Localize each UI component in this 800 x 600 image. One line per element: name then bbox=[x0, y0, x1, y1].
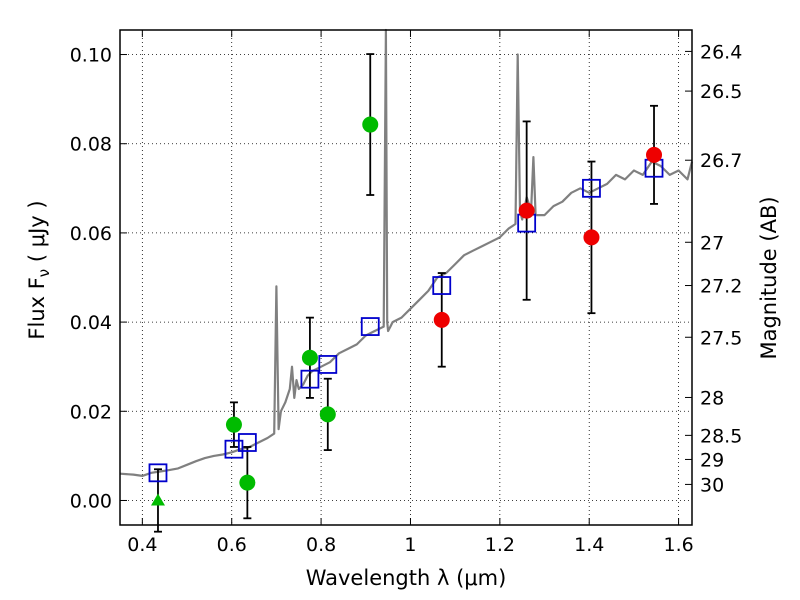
model-square-marker bbox=[300, 369, 320, 389]
x-axis-label: Wavelength λ (μm) bbox=[306, 566, 507, 590]
x-tick-label: 1.2 bbox=[485, 534, 515, 556]
optical-data-point bbox=[362, 116, 379, 133]
nir-data-point bbox=[646, 146, 663, 163]
y-axis-label-subscript: ν bbox=[35, 269, 53, 277]
nir-data-point bbox=[433, 311, 450, 328]
nir-data-point bbox=[583, 229, 600, 246]
optical-data-point bbox=[225, 416, 242, 433]
x-tick-label: 0.6 bbox=[217, 534, 247, 556]
error-bars bbox=[153, 53, 659, 533]
optical-limit-triangle bbox=[150, 493, 165, 506]
x-tick-label: 0.8 bbox=[306, 534, 336, 556]
model-square-marker bbox=[360, 317, 380, 336]
optical-data-point bbox=[301, 349, 318, 366]
y-tick-label: 0.02 bbox=[70, 401, 112, 423]
magnitude-tick-label: 28.5 bbox=[700, 425, 742, 447]
magnitude-tick-label: 29 bbox=[700, 449, 724, 471]
y-tick-label: 0.10 bbox=[70, 45, 112, 67]
x-tick-label: 1 bbox=[404, 534, 416, 556]
model-square-marker bbox=[432, 276, 452, 295]
y-axis-label-main: Flux F bbox=[25, 277, 49, 339]
magnitude-tick-label: 26.5 bbox=[700, 81, 742, 103]
magnitude-tick-label: 26.4 bbox=[700, 41, 742, 63]
model-square-marker bbox=[318, 355, 338, 374]
magnitude-tick-label: 28 bbox=[700, 387, 724, 409]
model-square-marker bbox=[148, 463, 168, 483]
magnitude-tick-label: 27.5 bbox=[700, 327, 742, 349]
plot-frame bbox=[119, 29, 693, 526]
y-tick-label: 0.04 bbox=[70, 312, 112, 334]
observed-photometry-series bbox=[150, 116, 663, 506]
model-square-marker bbox=[237, 433, 257, 452]
model-photometry-series bbox=[148, 158, 664, 483]
y-tick-label: 0.08 bbox=[70, 134, 112, 156]
x-tick-label: 1.6 bbox=[663, 534, 693, 556]
y-tick-label: 0.00 bbox=[70, 490, 112, 512]
model-square-marker bbox=[582, 178, 601, 198]
magnitude-tick-label: 27 bbox=[700, 232, 724, 254]
x-tick-label: 1.4 bbox=[574, 534, 604, 556]
x-tick-label: 0.4 bbox=[127, 534, 157, 556]
spectrum-series bbox=[119, 28, 694, 477]
optical-data-point bbox=[319, 406, 336, 423]
y-tick-label: 0.06 bbox=[70, 223, 112, 245]
magnitude-axis-label: Magnitude (AB) bbox=[757, 196, 781, 359]
optical-data-point bbox=[239, 474, 256, 491]
magnitude-tick-label: 30 bbox=[700, 474, 724, 496]
magnitude-tick-label: 26.7 bbox=[700, 150, 742, 172]
spectrum-line bbox=[119, 28, 694, 477]
magnitude-tick-label: 27.2 bbox=[700, 276, 742, 298]
model-square-marker bbox=[224, 439, 244, 459]
nir-data-point bbox=[518, 202, 535, 219]
y-axis-label-unit: ( μJy ) bbox=[25, 200, 49, 268]
axis-ticks: 0.4 0.6 0.8 1 1.2 1.4 1.6 0.00 0.02 0.04 0.06 0.08 0… bbox=[70, 30, 742, 556]
y-axis-label: Flux Fν ( μJy ) bbox=[25, 200, 53, 339]
grid-lines bbox=[120, 30, 692, 525]
